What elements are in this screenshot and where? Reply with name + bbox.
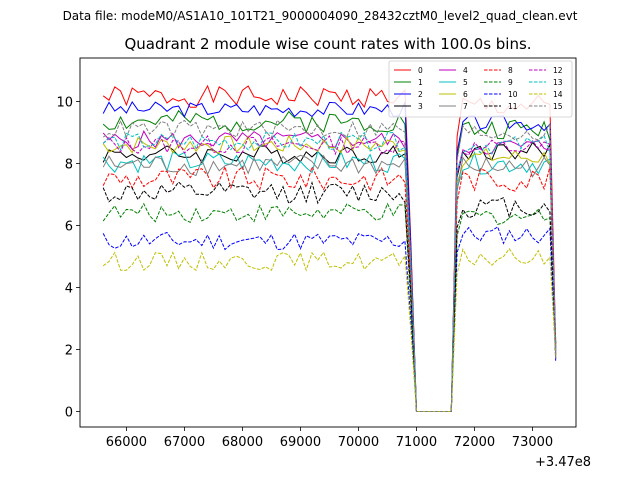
suptitle: Data file: modeM0/AS1A10_101T21_90000040…: [63, 9, 578, 23]
series-line-6: [102, 134, 557, 412]
series-line-5: [102, 150, 557, 412]
x-tick-label: 73000: [512, 435, 553, 450]
legend-label-2: 2: [418, 90, 423, 99]
x-tick-label: 70000: [338, 435, 379, 450]
legend-label-4: 4: [463, 66, 468, 75]
series-line-1: [102, 109, 557, 412]
series-line-9: [102, 202, 557, 412]
series-line-11: [102, 181, 557, 412]
y-tick-label: 10: [56, 95, 73, 110]
series-line-13: [102, 131, 557, 412]
series-line-3: [102, 141, 557, 412]
x-tick-label: 72000: [454, 435, 495, 450]
legend-label-6: 6: [463, 90, 468, 99]
legend-label-3: 3: [418, 102, 423, 111]
series-line-14: [102, 247, 557, 412]
chart-title: Quadrant 2 module wise count rates with …: [124, 35, 531, 53]
y-tick-label: 8: [65, 157, 73, 172]
x-axis: 66000 67000 68000 69000 70000 71000 72000 73000: [106, 427, 553, 450]
legend-label-9: 9: [508, 78, 513, 87]
legend-label-5: 5: [463, 78, 468, 87]
series-line-7: [102, 154, 557, 412]
y-tick-label: 0: [65, 405, 73, 420]
legend-label-11: 11: [508, 102, 518, 111]
series-line-2: [102, 101, 557, 412]
legend-label-0: 0: [418, 66, 423, 75]
x-offset-label: +3.47e8: [535, 455, 591, 470]
legend-label-7: 7: [463, 102, 468, 111]
x-tick-label: 66000: [106, 435, 147, 450]
legend-label-12: 12: [553, 66, 563, 75]
legend-label-15: 15: [553, 102, 563, 111]
legend-label-14: 14: [553, 90, 563, 99]
legend-label-10: 10: [508, 90, 518, 99]
y-tick-label: 2: [65, 343, 73, 358]
legend-label-13: 13: [553, 78, 563, 87]
x-tick-label: 71000: [396, 435, 437, 450]
legend-label-1: 1: [418, 78, 423, 87]
plot-frame: [79, 57, 577, 428]
x-tick-label: 69000: [280, 435, 321, 450]
legend-label-8: 8: [508, 66, 513, 75]
x-tick-label: 67000: [164, 435, 205, 450]
series-line-15: [102, 119, 557, 412]
x-tick-label: 68000: [222, 435, 263, 450]
y-tick-label: 4: [65, 281, 73, 296]
series-line-12: [102, 135, 557, 412]
y-tick-label: 6: [65, 219, 73, 234]
series-line-10: [102, 226, 557, 412]
y-axis: 0 2 4 6 8 10: [56, 95, 80, 420]
series-line-8: [102, 165, 557, 412]
legend-box: [388, 60, 573, 118]
series-lines: [102, 84, 557, 412]
